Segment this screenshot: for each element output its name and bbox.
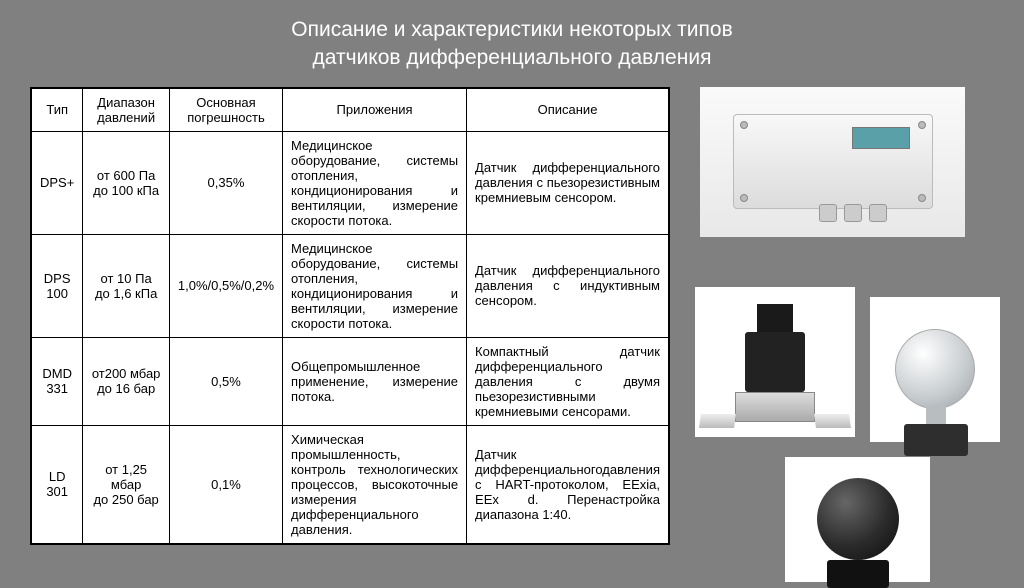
sensors-table: Тип Диапазон давлений Основная погрешнос… <box>31 88 669 544</box>
device-images <box>690 87 994 545</box>
cell-accuracy: 1,0%/0,5%/0,2% <box>169 234 282 337</box>
title-line-2: датчиков дифференциального давления <box>313 46 712 69</box>
table-row: DMD 331 от200 мбар до 16 бар 0,5% Общепр… <box>32 337 669 425</box>
cell-type: DPS+ <box>32 131 83 234</box>
table-row: LD 301 от 1,25 мбар до 250 бар 0,1% Хими… <box>32 425 669 543</box>
cell-range: от 10 Па до 1,6 кПа <box>83 234 170 337</box>
sensors-table-wrap: Тип Диапазон давлений Основная погрешнос… <box>30 87 670 545</box>
cell-apps: Медицинское оборудование, системы отопле… <box>283 131 467 234</box>
title-line-1: Описание и характеристики некоторых типо… <box>291 18 732 41</box>
cell-accuracy: 0,5% <box>169 337 282 425</box>
cell-apps: Химическая промышленность, контроль техн… <box>283 425 467 543</box>
table-header-row: Тип Диапазон давлений Основная погрешнос… <box>32 88 669 131</box>
cell-apps: Общепромышленное применение, измерение п… <box>283 337 467 425</box>
cell-desc: Датчик дифференциального давления с инду… <box>467 234 669 337</box>
cell-desc: Компактный датчик дифференциального давл… <box>467 337 669 425</box>
col-apps: Приложения <box>283 88 467 131</box>
cell-accuracy: 0,1% <box>169 425 282 543</box>
cell-apps: Медицинское оборудование, системы отопле… <box>283 234 467 337</box>
col-range: Диапазон давлений <box>83 88 170 131</box>
cell-range: от 600 Па до 100 кПа <box>83 131 170 234</box>
cell-type: DMD 331 <box>32 337 83 425</box>
device-image-dps <box>700 87 965 237</box>
table-row: DPS 100 от 10 Па до 1,6 кПа 1,0%/0,5%/0,… <box>32 234 669 337</box>
device-image-transmitter-gray <box>870 297 1000 442</box>
cell-range: от200 мбар до 16 бар <box>83 337 170 425</box>
device-image-ld301 <box>785 457 930 582</box>
col-accuracy: Основная погрешность <box>169 88 282 131</box>
content-area: Тип Диапазон давлений Основная погрешнос… <box>0 87 1024 545</box>
cell-type: LD 301 <box>32 425 83 543</box>
cell-desc: Датчик дифференциального давления с пьез… <box>467 131 669 234</box>
slide-title: Описание и характеристики некоторых типо… <box>0 0 1024 87</box>
device-image-dmd331 <box>695 287 855 437</box>
table-row: DPS+ от 600 Па до 100 кПа 0,35% Медицинс… <box>32 131 669 234</box>
cell-accuracy: 0,35% <box>169 131 282 234</box>
cell-range: от 1,25 мбар до 250 бар <box>83 425 170 543</box>
col-desc: Описание <box>467 88 669 131</box>
cell-desc: Датчик дифференциальногодавления с HART-… <box>467 425 669 543</box>
cell-type: DPS 100 <box>32 234 83 337</box>
col-type: Тип <box>32 88 83 131</box>
